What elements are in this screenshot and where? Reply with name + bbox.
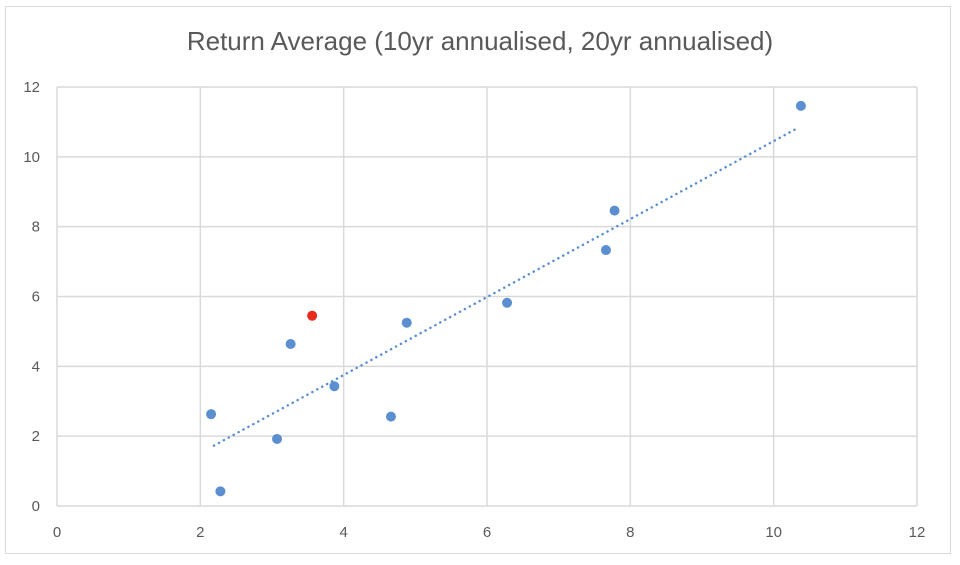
- x-tick-label: 10: [765, 524, 782, 541]
- chart-frame: [5, 6, 951, 554]
- x-tick-label: 2: [196, 524, 204, 541]
- x-tick-label: 6: [483, 524, 491, 541]
- trendline: [212, 126, 800, 447]
- y-axis-ticks: 0 2 4 6 8 10 12: [23, 79, 40, 515]
- trendline-line: [212, 126, 800, 447]
- y-tick-label: 8: [32, 219, 40, 236]
- data-points: [206, 100, 806, 497]
- x-tick-label: 8: [626, 524, 634, 541]
- x-tick-label: 12: [909, 524, 926, 541]
- data-point: [600, 245, 611, 256]
- data-point: [385, 411, 396, 422]
- chart-title: Return Average (10yr annualised, 20yr an…: [186, 26, 774, 56]
- data-point: [502, 297, 513, 308]
- gridlines: [56, 86, 918, 507]
- data-point: [206, 409, 217, 420]
- y-tick-label: 10: [23, 149, 40, 166]
- y-tick-label: 6: [32, 289, 40, 306]
- data-point: [795, 100, 806, 111]
- data-point: [285, 338, 296, 349]
- data-point: [401, 317, 412, 328]
- data-point: [272, 433, 283, 444]
- y-tick-label: 4: [32, 358, 40, 375]
- highlighted-point: [307, 310, 318, 321]
- data-point: [609, 205, 620, 216]
- y-tick-label: 2: [32, 428, 40, 445]
- data-point: [215, 486, 226, 497]
- x-axis-ticks: 0 2 4 6 8 10 12: [53, 524, 926, 541]
- y-tick-label: 0: [32, 498, 40, 515]
- x-tick-label: 4: [339, 524, 347, 541]
- data-point: [329, 381, 340, 392]
- y-tick-label: 12: [23, 79, 40, 96]
- x-tick-label: 0: [53, 524, 61, 541]
